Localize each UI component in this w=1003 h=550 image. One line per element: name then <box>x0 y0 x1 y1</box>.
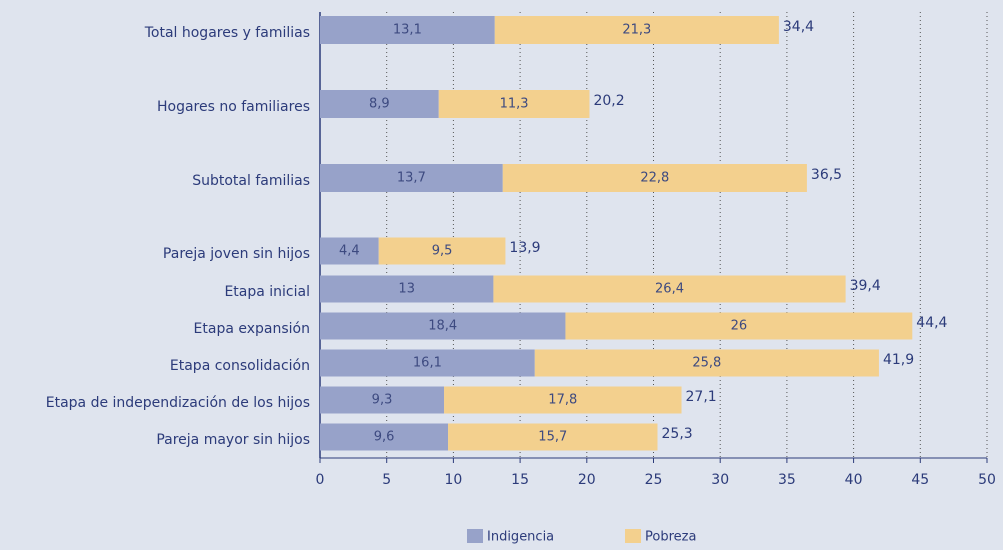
value-label: 21,3 <box>622 23 651 38</box>
legend-label: Indigencia <box>487 530 554 545</box>
legend-swatch <box>625 529 641 543</box>
bar-segment <box>320 275 494 303</box>
value-label: 11,3 <box>500 97 529 112</box>
value-label: 16,1 <box>413 356 442 371</box>
value-label: 8,9 <box>369 97 390 112</box>
bar-segment <box>320 386 445 414</box>
x-tick-label: 40 <box>845 472 863 488</box>
value-label: 9,6 <box>374 430 395 445</box>
legend-label: Pobreza <box>645 530 696 545</box>
value-label: 9,3 <box>372 393 393 408</box>
bar-segment <box>320 90 439 118</box>
total-label: 13,9 <box>509 240 540 256</box>
category-label: Total hogares y familias <box>144 25 310 41</box>
total-label: 44,4 <box>916 315 947 331</box>
value-label: 4,4 <box>339 244 360 259</box>
total-label: 36,5 <box>811 167 842 183</box>
value-label: 26 <box>731 319 748 334</box>
bar-segment <box>534 349 879 377</box>
value-label: 13,7 <box>397 171 426 186</box>
value-label: 22,8 <box>640 171 669 186</box>
bar-segment <box>493 275 846 303</box>
bar-segment <box>320 237 379 265</box>
x-tick-label: 10 <box>444 472 462 488</box>
category-label: Etapa de independización de los hijos <box>46 395 310 411</box>
category-label: Etapa consolidación <box>170 358 310 374</box>
bar-segment <box>502 164 807 192</box>
bar-segment <box>565 312 913 340</box>
bar-segment <box>320 423 449 451</box>
bar-segment <box>320 349 535 377</box>
bar-segment <box>320 312 566 340</box>
value-label: 15,7 <box>538 430 567 445</box>
total-label: 39,4 <box>850 278 881 294</box>
value-label: 18,4 <box>428 319 457 334</box>
x-tick-label: 50 <box>978 472 996 488</box>
category-label: Subtotal familias <box>192 173 310 189</box>
bar-segment <box>438 90 590 118</box>
bar-segment <box>494 16 779 44</box>
x-tick-label: 20 <box>578 472 596 488</box>
x-tick-label: 5 <box>382 472 391 488</box>
bar-segment <box>320 16 495 44</box>
value-label: 26,4 <box>655 282 684 297</box>
value-label: 17,8 <box>548 393 577 408</box>
category-label: Hogares no familiares <box>157 99 310 115</box>
total-label: 27,1 <box>686 389 717 405</box>
x-tick-label: 45 <box>911 472 929 488</box>
total-label: 41,9 <box>883 352 914 368</box>
total-label: 34,4 <box>783 19 814 35</box>
x-tick-label: 30 <box>711 472 729 488</box>
bar-segment <box>444 386 682 414</box>
value-label: 9,5 <box>432 244 453 259</box>
x-tick-label: 0 <box>316 472 325 488</box>
value-label: 13,1 <box>393 23 422 38</box>
x-tick-label: 15 <box>511 472 529 488</box>
category-label: Etapa expansión <box>194 321 310 337</box>
bar-segment <box>320 164 503 192</box>
category-label: Etapa inicial <box>224 284 310 300</box>
x-tick-label: 25 <box>645 472 663 488</box>
category-label: Pareja joven sin hijos <box>163 246 310 262</box>
legend-swatch <box>467 529 483 543</box>
x-tick-label: 35 <box>778 472 796 488</box>
category-label: Pareja mayor sin hijos <box>156 432 310 448</box>
bar-segment <box>448 423 658 451</box>
bar-segment <box>378 237 506 265</box>
total-label: 20,2 <box>593 93 624 109</box>
total-label: 25,3 <box>662 426 693 442</box>
value-label: 25,8 <box>692 356 721 371</box>
value-label: 13 <box>398 282 415 297</box>
